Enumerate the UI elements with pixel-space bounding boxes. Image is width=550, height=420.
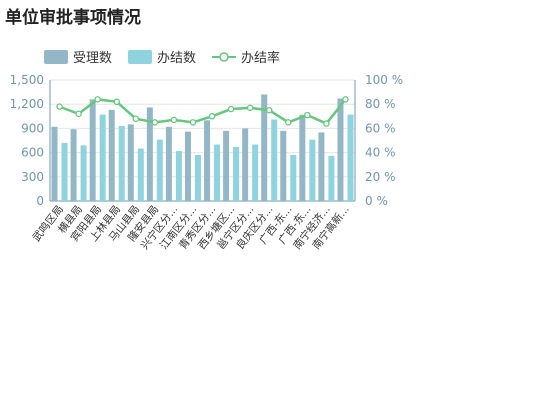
- received-bar: [146, 107, 153, 201]
- received-bar: [261, 94, 268, 201]
- rate-point: [75, 110, 82, 118]
- rate-point: [342, 96, 349, 103]
- received-bar: [280, 130, 287, 201]
- y-left-tick-label: 600: [21, 146, 44, 160]
- completed-bar: [290, 155, 297, 201]
- rate-point: [151, 119, 159, 126]
- received-bar: [165, 126, 172, 201]
- received-bar: [223, 130, 230, 201]
- completed-bar: [80, 145, 87, 201]
- completed-bar: [233, 146, 240, 201]
- rate-point: [227, 105, 235, 113]
- received-bar: [89, 99, 96, 201]
- y-left-tick-label: 0: [36, 194, 44, 208]
- legend-marker[interactable]: [219, 52, 229, 62]
- completed-bar: [252, 144, 259, 201]
- y-right-tick-label: 100 %: [365, 73, 403, 87]
- rate-point: [132, 115, 140, 122]
- completed-bar: [214, 144, 221, 201]
- received-bar: [204, 120, 211, 201]
- completed-bar: [61, 142, 68, 201]
- completed-bar: [118, 125, 125, 201]
- rate-point: [170, 116, 178, 124]
- y-right-tick-label: 40 %: [365, 146, 396, 160]
- y-right-tick-label: 20 %: [365, 170, 396, 184]
- rate-point: [189, 119, 197, 126]
- received-bar: [108, 109, 115, 201]
- y-left-tick-label: 900: [21, 121, 44, 135]
- completed-bar: [175, 150, 182, 201]
- page-title: 单位审批事项情况: [5, 8, 141, 28]
- received-bar: [127, 124, 134, 201]
- completed-bar: [347, 114, 354, 201]
- received-bar: [242, 128, 249, 201]
- legend-label[interactable]: 受理数: [73, 51, 112, 66]
- y-left-tick-label: 1,200: [10, 97, 44, 111]
- rate-point: [265, 107, 273, 114]
- y-right-tick-label: 80 %: [365, 97, 396, 111]
- received-bar: [337, 98, 344, 201]
- received-bar: [70, 129, 77, 201]
- completed-bar: [99, 114, 106, 201]
- rate-line: [59, 98, 347, 126]
- rate-point: [208, 113, 216, 120]
- completed-bar: [194, 155, 201, 201]
- y-left-tick-label: 1,500: [10, 73, 44, 87]
- completed-bar: [309, 139, 316, 201]
- legend-label[interactable]: 办结率: [241, 50, 280, 66]
- completed-bar: [156, 139, 163, 201]
- received-bar: [184, 131, 191, 201]
- rate-point: [304, 111, 311, 119]
- completed-bar: [271, 119, 278, 201]
- legend-swatch[interactable]: [128, 50, 152, 64]
- y-right-tick-label: 60 %: [365, 121, 396, 135]
- legend-swatch[interactable]: [44, 50, 68, 64]
- rate-point: [246, 104, 254, 112]
- y-right-tick-label: 0 %: [365, 194, 388, 208]
- completed-bar: [328, 155, 335, 201]
- received-bar: [299, 114, 306, 201]
- rate-point: [285, 119, 292, 126]
- rate-point: [323, 120, 330, 127]
- received-bar: [318, 132, 325, 201]
- received-bar: [51, 126, 58, 201]
- rate-point: [113, 98, 120, 106]
- rate-point: [94, 96, 101, 103]
- y-left-tick-label: 300: [21, 170, 44, 184]
- legend-label[interactable]: 办结数: [157, 51, 196, 66]
- rate-point: [56, 103, 63, 110]
- completed-bar: [137, 148, 144, 201]
